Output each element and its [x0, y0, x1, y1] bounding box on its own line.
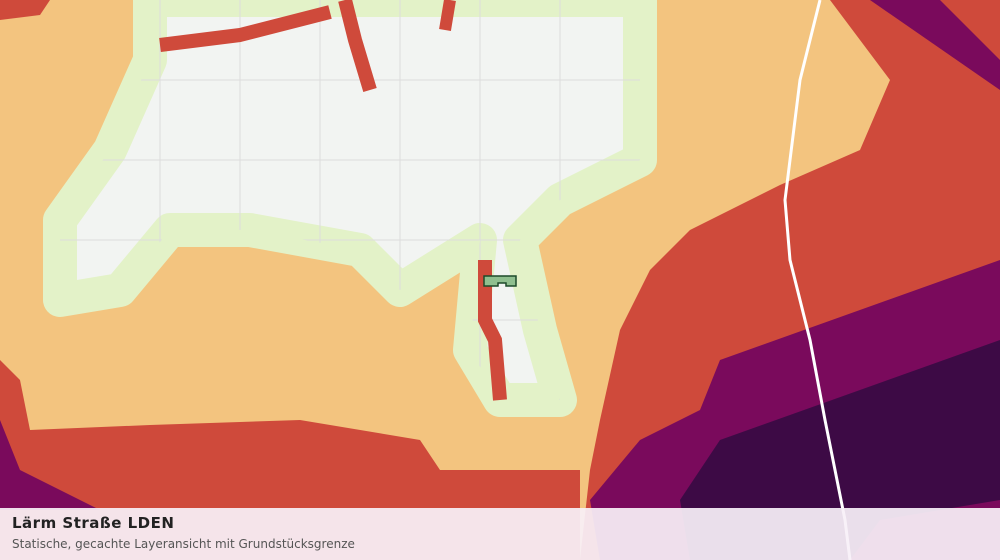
quiet-area	[43, 0, 657, 417]
boundary-line	[783, 0, 852, 560]
noise-zone-corner	[0, 0, 50, 20]
road-noise	[439, 0, 456, 31]
caption-bar	[0, 508, 1000, 560]
noise-zone-70-west	[0, 420, 100, 510]
road-noise	[159, 5, 332, 52]
noise-zone-75	[680, 340, 1000, 560]
road-noise	[478, 260, 507, 401]
parcel-boundary	[483, 275, 517, 287]
map-subtitle: Statische, gecachte Layeransicht mit Gru…	[12, 537, 355, 551]
map-title: Lärm Straße LDEN	[12, 514, 174, 532]
noise-zone-70-north	[870, 0, 1000, 90]
road-noise	[338, 0, 377, 93]
